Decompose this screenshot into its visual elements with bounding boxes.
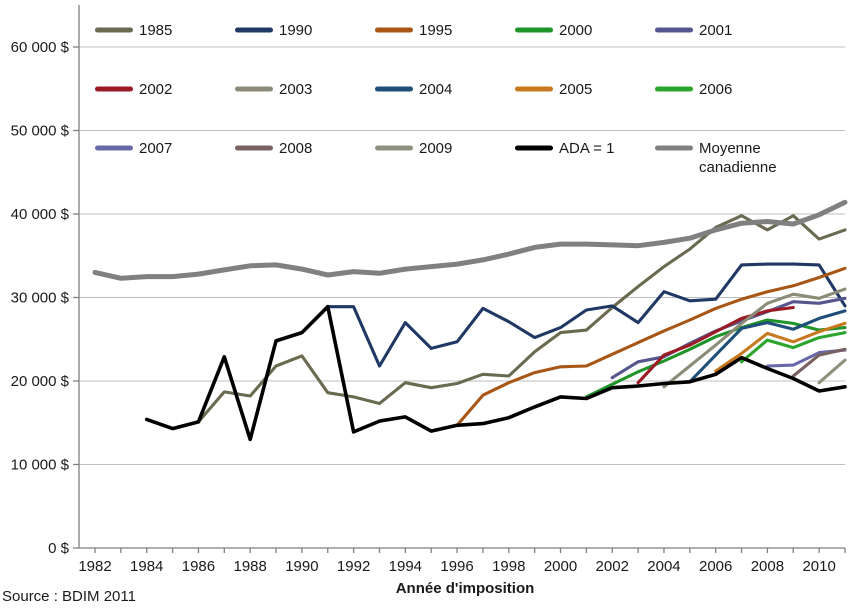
legend-label: 1995 bbox=[419, 22, 452, 39]
x-axis-title: Année d'imposition bbox=[395, 580, 535, 597]
series-line-2008 bbox=[791, 347, 847, 378]
legend-label: 2003 bbox=[279, 81, 312, 98]
y-tick-label: 30 000 $ bbox=[11, 290, 70, 307]
y-tick-label: 0 $ bbox=[48, 540, 70, 557]
legend-item-2008: 2008 bbox=[235, 140, 312, 157]
series-line-moyenne-canadienne bbox=[92, 199, 848, 281]
x-tick-label: 1992 bbox=[337, 558, 370, 575]
legend-item-ada-1: ADA = 1 bbox=[515, 140, 614, 157]
legend-swatch bbox=[375, 145, 413, 151]
legend-swatch bbox=[515, 86, 553, 92]
series-line-2002 bbox=[636, 305, 795, 385]
legend-swatch bbox=[655, 27, 693, 33]
legend-swatch bbox=[235, 145, 273, 151]
legend-item-moyenne-canadienne: Moyenne canadienne bbox=[655, 140, 777, 176]
legend-swatch bbox=[235, 86, 273, 92]
x-tick-label: 2008 bbox=[751, 558, 784, 575]
gridlines bbox=[79, 46, 845, 465]
legend-label: 2009 bbox=[419, 140, 452, 157]
legend-swatch bbox=[375, 86, 413, 92]
legend-item-2004: 2004 bbox=[375, 81, 452, 98]
series-line-2003 bbox=[662, 287, 847, 389]
legend-label: 1985 bbox=[139, 22, 172, 39]
x-tick-label: 2010 bbox=[802, 558, 835, 575]
legend-label: 2001 bbox=[699, 22, 732, 39]
series-line-ada-1 bbox=[144, 304, 847, 442]
legend-label: 2008 bbox=[279, 140, 312, 157]
y-tick-labels: 0 $ 10 000 $ 20 000 $ 30 000 $ 40 000 $ 50 00… bbox=[11, 39, 70, 557]
x-tick-label: 2004 bbox=[647, 558, 680, 575]
legend-swatch bbox=[95, 86, 133, 92]
legend-item-2000: 2000 bbox=[515, 22, 592, 39]
legend-label: 2000 bbox=[559, 22, 592, 39]
series-line-1990 bbox=[326, 262, 847, 368]
legend-label: 2002 bbox=[139, 81, 172, 98]
y-tick-label: 40 000 $ bbox=[11, 206, 70, 223]
y-tick-label: 60 000 $ bbox=[11, 39, 70, 56]
legend-swatch bbox=[515, 27, 553, 33]
x-tick-label: 1984 bbox=[130, 558, 163, 575]
axes bbox=[73, 5, 846, 553]
legend-item-2003: 2003 bbox=[235, 81, 312, 98]
x-tick-label: 1990 bbox=[285, 558, 318, 575]
legend-label: Moyenne canadienne bbox=[699, 140, 777, 176]
y-tick-label: 10 000 $ bbox=[11, 457, 70, 474]
legend-label: 2006 bbox=[699, 81, 732, 98]
x-tick-label: 2002 bbox=[596, 558, 629, 575]
legend-label: 2005 bbox=[559, 81, 592, 98]
x-tick-label: 1986 bbox=[182, 558, 215, 575]
legend-swatch bbox=[95, 145, 133, 151]
x-tick-label: 1998 bbox=[492, 558, 525, 575]
series-line-2004 bbox=[688, 309, 847, 384]
y-tick-label: 20 000 $ bbox=[11, 373, 70, 390]
legend-item-2009: 2009 bbox=[375, 140, 452, 157]
legend-swatch bbox=[515, 145, 553, 151]
series-lines bbox=[92, 199, 848, 442]
series-line-2006 bbox=[740, 331, 847, 364]
series-line-1985 bbox=[196, 214, 847, 424]
series-line-2005 bbox=[714, 321, 847, 373]
x-tick-labels: 1982 1984 1986 1988 1990 1992 1994 1996 1998 2000… bbox=[78, 558, 836, 575]
legend: 1985 1990 1995 2000 2001 2002 2003 2004 2005 2006… bbox=[95, 22, 777, 176]
legend-swatch bbox=[655, 86, 693, 92]
legend-item-2006: 2006 bbox=[655, 81, 732, 98]
x-tick-label: 1996 bbox=[440, 558, 473, 575]
x-tick-label: 1988 bbox=[233, 558, 266, 575]
legend-item-1995: 1995 bbox=[375, 22, 452, 39]
legend-label: 2007 bbox=[139, 140, 172, 157]
legend-swatch bbox=[95, 27, 133, 33]
series-line-2009 bbox=[817, 358, 847, 385]
legend-item-1990: 1990 bbox=[235, 22, 312, 39]
legend-item-2002: 2002 bbox=[95, 81, 172, 98]
x-tick-label: 2000 bbox=[544, 558, 577, 575]
legend-label: ADA = 1 bbox=[559, 140, 614, 157]
x-tick-label: 1994 bbox=[389, 558, 422, 575]
x-tick-label: 1982 bbox=[78, 558, 111, 575]
legend-item-2001: 2001 bbox=[655, 22, 732, 39]
legend-item-1985: 1985 bbox=[95, 22, 172, 39]
x-tick-label: 2006 bbox=[699, 558, 732, 575]
legend-swatch bbox=[375, 27, 413, 33]
source-note: Source : BDIM 2011 bbox=[2, 588, 136, 605]
series-line-1995 bbox=[455, 266, 847, 427]
legend-item-2005: 2005 bbox=[515, 81, 592, 98]
legend-label: 2004 bbox=[419, 81, 452, 98]
legend-swatch bbox=[655, 145, 693, 151]
legend-item-2007: 2007 bbox=[95, 140, 172, 157]
legend-label: 1990 bbox=[279, 22, 312, 39]
legend-swatch bbox=[235, 27, 273, 33]
y-tick-label: 50 000 $ bbox=[11, 123, 70, 140]
